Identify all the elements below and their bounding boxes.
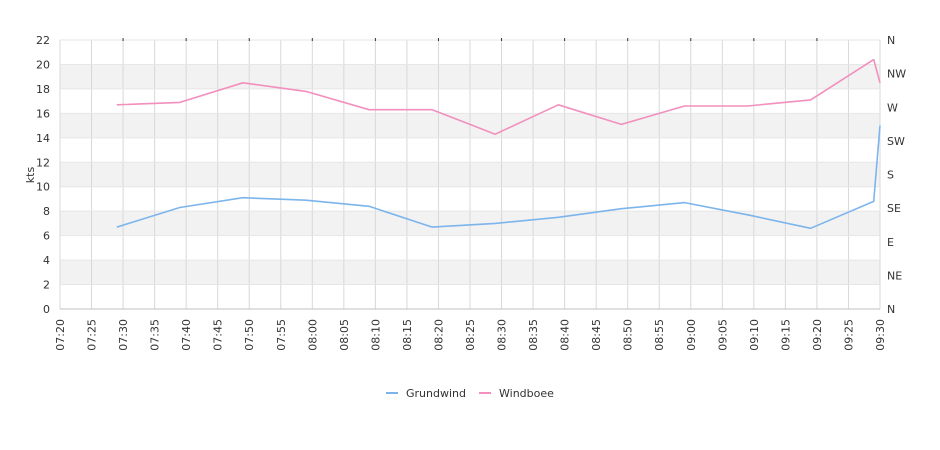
y-axis-tick-labels: 0 2 4 6 8 10 12 14 16 18 20 22 (36, 34, 50, 316)
x-tick-label: 08:40 (559, 319, 572, 351)
legend-item[interactable]: Grundwind (386, 387, 466, 400)
x-tick-label: 09:20 (811, 319, 824, 351)
y-tick-label: 18 (36, 83, 50, 96)
y-tick-label: 20 (36, 58, 50, 71)
series-lines (116, 58, 881, 230)
x-tick-label: 07:50 (243, 319, 256, 351)
direction-tick-label: N (887, 34, 895, 47)
direction-tick-label: W (887, 101, 898, 114)
y-tick-label: 0 (43, 303, 50, 316)
vertical-gridlines (59, 40, 881, 309)
x-tick-label: 09:00 (685, 319, 698, 351)
y-tick-label: 2 (43, 279, 50, 292)
direction-tick-label: NE (887, 269, 902, 282)
y-tick-label: 4 (43, 254, 50, 267)
direction-tick-label: S (887, 169, 894, 182)
x-tick-label: 09:25 (842, 319, 855, 351)
x-tick-label: 08:50 (622, 319, 635, 351)
y-tick-label: 22 (36, 34, 50, 47)
x-tick-label: 09:15 (779, 319, 792, 351)
x-tick-label: 08:30 (496, 319, 509, 351)
y-tick-label: 14 (36, 132, 50, 145)
x-axis-tick-labels: 07:20 07:25 07:30 07:35 07:40 07:45 07:50 07:55… (54, 319, 887, 351)
legend-item[interactable]: Windboee (479, 387, 554, 400)
x-tick-label: 08:20 (432, 319, 445, 351)
y-tick-label: 6 (43, 230, 50, 243)
direction-tick-label: E (887, 236, 894, 249)
legend[interactable]: Grundwind Windboee (386, 387, 554, 400)
x-tick-label: 09:10 (748, 319, 761, 351)
top-tick-marks (122, 38, 818, 41)
legend-label: Grundwind (406, 387, 466, 400)
y-tick-label: 8 (43, 205, 50, 218)
series-line (116, 58, 881, 135)
x-tick-label: 08:55 (653, 319, 666, 351)
horizontal-gridlines (60, 39, 880, 310)
y-axis-label: kts (24, 167, 37, 184)
x-tick-label: 08:45 (590, 319, 603, 351)
direction-tick-label: SW (887, 135, 905, 148)
x-tick-label: 08:25 (464, 319, 477, 351)
x-tick-label: 08:00 (306, 319, 319, 351)
x-tick-label: 08:35 (527, 319, 540, 351)
direction-tick-label: N (887, 303, 895, 316)
legend-label: Windboee (499, 387, 554, 400)
x-tick-label: 07:20 (54, 319, 67, 351)
x-tick-label: 07:45 (212, 319, 225, 351)
x-tick-label: 07:40 (180, 319, 193, 351)
direction-tick-label: NW (887, 68, 906, 81)
direction-tick-label: SE (887, 202, 901, 215)
x-tick-label: 07:30 (117, 319, 130, 351)
y-tick-label: 10 (36, 181, 50, 194)
x-tick-label: 09:05 (716, 319, 729, 351)
y-tick-label: 12 (36, 156, 50, 169)
x-tick-label: 08:05 (338, 319, 351, 351)
x-tick-label: 07:25 (86, 319, 99, 351)
x-tick-label: 08:15 (401, 319, 414, 351)
y-tick-label: 16 (36, 107, 50, 120)
x-tick-label: 09:30 (874, 319, 887, 351)
direction-axis-tick-labels: N NE E SE S SW W NW N (887, 34, 906, 316)
x-tick-label: 07:35 (149, 319, 162, 351)
series-line (116, 125, 881, 230)
x-tick-label: 08:10 (369, 319, 382, 351)
x-tick-label: 07:55 (275, 319, 288, 351)
